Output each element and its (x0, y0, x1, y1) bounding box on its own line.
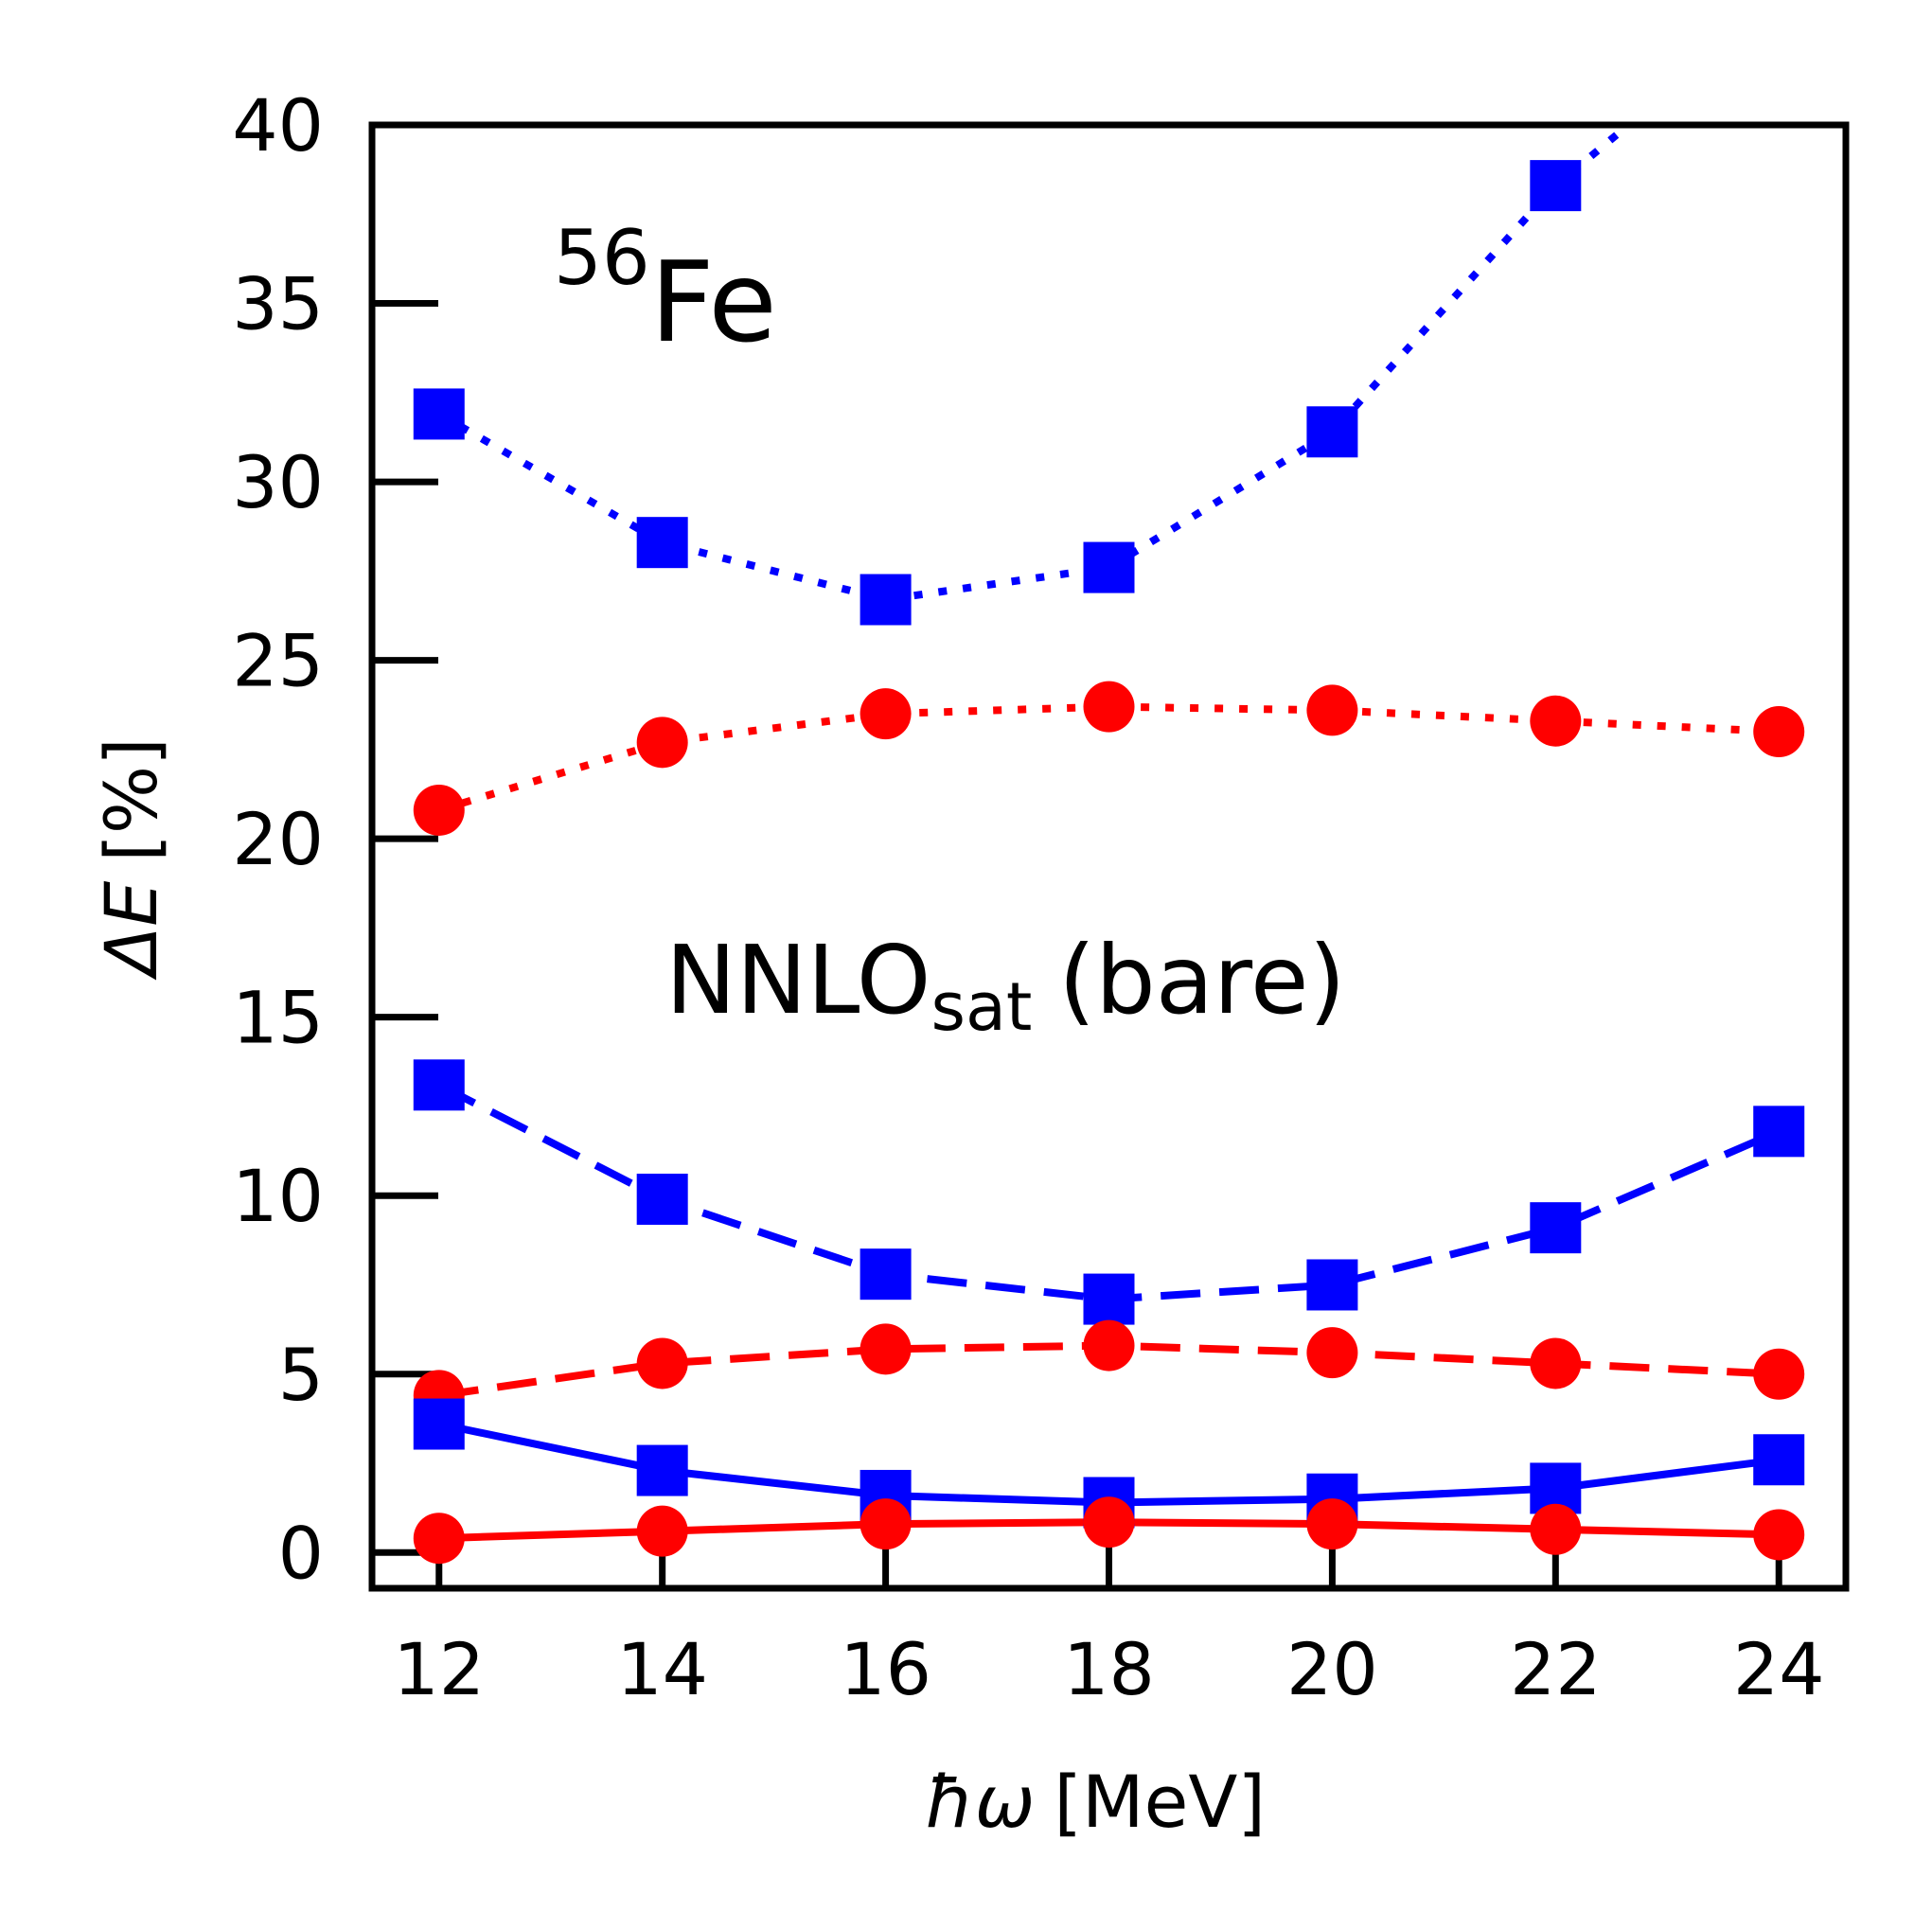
data-point-blue-squares-dotted-18 (1083, 541, 1135, 593)
data-point-red-circles-dashed-14 (636, 1337, 688, 1389)
data-point-blue-squares-solid-24 (1753, 1434, 1805, 1486)
x-axis-label-symbol: ħω (925, 1760, 1035, 1844)
data-point-blue-squares-dashed-18 (1083, 1273, 1135, 1325)
y-axis-label-unit: [%] (89, 737, 173, 862)
data-point-red-circles-dotted-20 (1306, 684, 1358, 736)
data-point-red-circles-solid-22 (1530, 1503, 1582, 1555)
data-point-red-circles-dotted-12 (413, 784, 465, 836)
data-point-red-circles-solid-20 (1306, 1498, 1358, 1550)
y-tick-label-5: 5 (278, 1333, 324, 1417)
y-tick-label-40: 40 (232, 83, 324, 168)
tick-labels: 0 5 10 15 20 25 30 35 40 12 14 16 18 20 22 24 (232, 83, 1824, 1711)
y-tick-label-25: 25 (232, 619, 324, 703)
data-point-blue-squares-dashed-24 (1753, 1106, 1805, 1158)
data-point-red-circles-dashed-20 (1306, 1327, 1358, 1379)
x-tick-label-20: 20 (1286, 1627, 1378, 1711)
y-axis-label: ΔE [%] (89, 737, 173, 981)
y-tick-label-20: 20 (232, 797, 324, 881)
data-point-red-circles-solid-18 (1083, 1496, 1135, 1549)
data-point-red-circles-dotted-18 (1083, 681, 1135, 733)
data-point-red-circles-dotted-14 (636, 717, 688, 769)
data-point-blue-squares-dotted-20 (1306, 406, 1358, 458)
data-point-red-circles-solid-14 (636, 1505, 688, 1557)
data-point-red-circles-dotted-24 (1753, 706, 1805, 758)
interaction-suffix: (bare) (1058, 925, 1345, 1035)
y-axis-label-symbol: ΔE (89, 881, 173, 981)
plot-frame (368, 121, 1850, 1592)
nucleus-symbol: Fe (650, 237, 777, 367)
x-axis-label: ħω [MeV] (925, 1760, 1266, 1844)
data-point-blue-squares-dashed-20 (1306, 1259, 1358, 1311)
x-tick-label-18: 18 (1063, 1627, 1155, 1711)
series-markers (413, 0, 1805, 1565)
data-point-red-circles-dashed-18 (1083, 1319, 1135, 1372)
data-point-red-circles-solid-24 (1753, 1509, 1805, 1561)
data-point-blue-squares-dotted-12 (413, 388, 465, 440)
data-point-red-circles-solid-16 (860, 1498, 912, 1550)
nucleus-mass-number: 56 (554, 214, 650, 302)
data-point-blue-squares-dashed-14 (636, 1173, 688, 1225)
data-point-blue-squares-solid-14 (636, 1444, 688, 1496)
y-tick-label-35: 35 (232, 262, 324, 346)
data-point-red-circles-dashed-16 (860, 1323, 912, 1375)
data-point-blue-squares-solid-12 (413, 1398, 465, 1450)
x-axis-label-unit: [MeV] (1054, 1760, 1266, 1844)
y-tick-label-0: 0 (278, 1511, 324, 1595)
x-tick-label-24: 24 (1733, 1627, 1825, 1711)
data-point-red-circles-dotted-16 (860, 688, 912, 740)
nucleus-annotation: 56Fe (554, 214, 777, 367)
x-tick-label-12: 12 (393, 1627, 485, 1711)
data-point-blue-squares-dashed-16 (860, 1248, 912, 1301)
y-tick-label-30: 30 (232, 440, 324, 524)
data-point-red-circles-solid-12 (413, 1513, 465, 1565)
interaction-main: NNLO (665, 925, 931, 1035)
x-tick-label-22: 22 (1510, 1627, 1602, 1711)
data-point-red-circles-dotted-22 (1530, 695, 1582, 747)
data-point-blue-squares-dotted-14 (636, 517, 688, 569)
data-point-blue-squares-dashed-22 (1530, 1202, 1582, 1254)
data-point-blue-squares-dashed-12 (413, 1059, 465, 1111)
y-tick-label-10: 10 (232, 1154, 324, 1238)
x-tick-label-16: 16 (840, 1627, 931, 1711)
data-point-red-circles-dashed-22 (1530, 1337, 1582, 1389)
data-point-blue-squares-dotted-16 (860, 574, 912, 626)
interaction-subscript: sat (931, 968, 1032, 1046)
data-point-blue-squares-dotted-24 (1753, 0, 1804, 26)
data-point-blue-squares-dotted-22 (1530, 160, 1582, 212)
y-tick-label-15: 15 (232, 976, 324, 1060)
data-point-red-circles-dashed-24 (1753, 1348, 1805, 1400)
x-tick-label-14: 14 (616, 1627, 708, 1711)
interaction-annotation: NNLOsat (bare) (665, 925, 1346, 1046)
